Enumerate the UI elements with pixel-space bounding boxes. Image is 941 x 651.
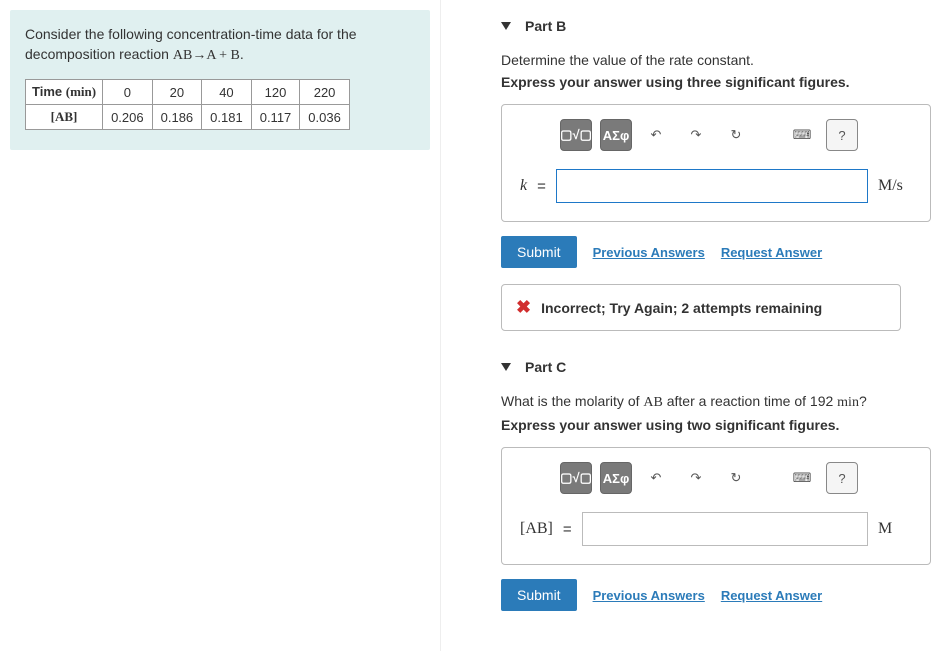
problem-statement: Consider the following concentration-tim… xyxy=(25,25,415,65)
table-row: Time (min) 0 20 40 120 220 xyxy=(26,80,350,105)
conc-cell: 0.186 xyxy=(152,105,202,130)
reset-button[interactable]: ↻ xyxy=(720,119,752,151)
part-c-body: What is the molarity of AB after a react… xyxy=(501,393,931,611)
part-c-answer-row: [AB] = M xyxy=(520,512,912,546)
time-cell: 40 xyxy=(202,80,252,105)
time-cell: 20 xyxy=(152,80,202,105)
part-b-instruction: Express your answer using three signific… xyxy=(501,74,931,90)
redo-button[interactable]: ↷ xyxy=(680,119,712,151)
equals-sign: = xyxy=(537,178,546,195)
part-c-prompt: What is the molarity of AB after a react… xyxy=(501,393,931,411)
time-label: Time (min) xyxy=(26,80,103,105)
equals-sign: = xyxy=(563,521,572,538)
part-b-body: Determine the value of the rate constant… xyxy=(501,52,931,331)
conc-cell: 0.036 xyxy=(300,105,350,130)
data-table: Time (min) 0 20 40 120 220 [AB] 0.206 0.… xyxy=(25,79,350,130)
part-b-header[interactable]: Part B xyxy=(501,18,931,34)
part-b-answer-frame: ▢√▢ ΑΣφ ↶ ↷ ↻ ⌨ ? k = M/s xyxy=(501,104,931,222)
part-b-actions: Submit Previous Answers Request Answer xyxy=(501,236,931,268)
request-answer-link[interactable]: Request Answer xyxy=(721,588,822,603)
conc-cell: 0.181 xyxy=(202,105,252,130)
time-cell: 120 xyxy=(251,80,300,105)
time-cell: 0 xyxy=(103,80,153,105)
help-button[interactable]: ? xyxy=(826,119,858,151)
undo-button[interactable]: ↶ xyxy=(640,462,672,494)
caret-down-icon xyxy=(501,363,511,371)
part-c-answer-input[interactable] xyxy=(582,512,868,546)
intro-line-2: decomposition reaction xyxy=(25,46,173,62)
conc-cell: 0.206 xyxy=(103,105,153,130)
undo-button[interactable]: ↶ xyxy=(640,119,672,151)
table-row: [AB] 0.206 0.186 0.181 0.117 0.036 xyxy=(26,105,350,130)
part-b-answer-input[interactable] xyxy=(556,169,868,203)
previous-answers-link[interactable]: Previous Answers xyxy=(593,245,705,260)
part-c-actions: Submit Previous Answers Request Answer xyxy=(501,579,931,611)
feedback-text: Incorrect; Try Again; 2 attempts remaini… xyxy=(541,300,822,316)
submit-button[interactable]: Submit xyxy=(501,579,577,611)
previous-answers-link[interactable]: Previous Answers xyxy=(593,588,705,603)
part-b-title: Part B xyxy=(525,18,566,34)
reset-button[interactable]: ↻ xyxy=(720,462,752,494)
part-c-answer-frame: ▢√▢ ΑΣφ ↶ ↷ ↻ ⌨ ? [AB] = M xyxy=(501,447,931,565)
unit-label: M/s xyxy=(878,177,912,195)
intro-line-1: Consider the following concentration-tim… xyxy=(25,26,357,42)
request-answer-link[interactable]: Request Answer xyxy=(721,245,822,260)
error-icon: ✖ xyxy=(516,297,531,318)
templates-button[interactable]: ▢√▢ xyxy=(560,119,592,151)
answer-panel: Part B Determine the value of the rate c… xyxy=(440,0,941,651)
part-c-header[interactable]: Part C xyxy=(501,359,931,375)
problem-box: Consider the following concentration-tim… xyxy=(10,10,430,150)
part-b-toolbar: ▢√▢ ΑΣφ ↶ ↷ ↻ ⌨ ? xyxy=(560,119,912,151)
part-b-prompt: Determine the value of the rate constant… xyxy=(501,52,931,68)
time-cell: 220 xyxy=(300,80,350,105)
part-c-toolbar: ▢√▢ ΑΣφ ↶ ↷ ↻ ⌨ ? xyxy=(560,462,912,494)
variable-label: k xyxy=(520,177,527,195)
help-button[interactable]: ? xyxy=(826,462,858,494)
unit-label: M xyxy=(878,520,912,538)
part-c-title: Part C xyxy=(525,359,566,375)
variable-label: [AB] xyxy=(520,520,553,538)
part-c-instruction: Express your answer using two significan… xyxy=(501,417,931,433)
templates-button[interactable]: ▢√▢ xyxy=(560,462,592,494)
keyboard-button[interactable]: ⌨ xyxy=(786,462,818,494)
submit-button[interactable]: Submit xyxy=(501,236,577,268)
part-b-answer-row: k = M/s xyxy=(520,169,912,203)
reaction-formula: AB→A + B xyxy=(173,48,240,63)
problem-panel: Consider the following concentration-tim… xyxy=(0,0,440,651)
keyboard-button[interactable]: ⌨ xyxy=(786,119,818,151)
redo-button[interactable]: ↷ xyxy=(680,462,712,494)
greek-button[interactable]: ΑΣφ xyxy=(600,462,632,494)
greek-button[interactable]: ΑΣφ xyxy=(600,119,632,151)
caret-down-icon xyxy=(501,22,511,30)
conc-label: [AB] xyxy=(26,105,103,130)
feedback-box: ✖ Incorrect; Try Again; 2 attempts remai… xyxy=(501,284,901,331)
conc-cell: 0.117 xyxy=(251,105,300,130)
